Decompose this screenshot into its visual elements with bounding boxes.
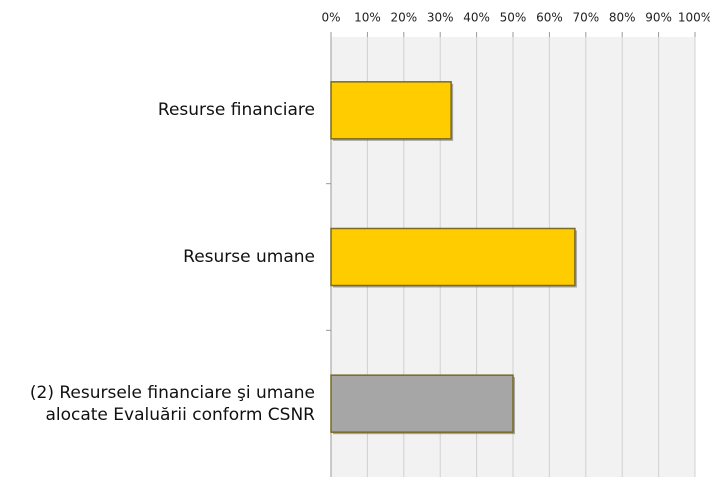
x-tick-label: 60% bbox=[536, 11, 563, 25]
x-tick-label: 10% bbox=[354, 11, 381, 25]
x-tick-label: 90% bbox=[645, 11, 672, 25]
x-tick-label: 100% bbox=[678, 11, 710, 25]
x-tick-label: 80% bbox=[609, 11, 636, 25]
x-tick-label: 40% bbox=[463, 11, 490, 25]
x-tick-label: 0% bbox=[321, 11, 340, 25]
x-tick-label: 30% bbox=[427, 11, 454, 25]
category-label: Resurse umane bbox=[183, 247, 315, 267]
bar bbox=[330, 227, 576, 287]
x-tick-label: 50% bbox=[500, 11, 527, 25]
category-label: (2) Resursele financiare şi umane alocat… bbox=[29, 382, 315, 425]
bar bbox=[330, 374, 514, 433]
bar bbox=[330, 81, 452, 140]
x-tick-label: 20% bbox=[390, 11, 417, 25]
x-tick-label: 70% bbox=[572, 11, 599, 25]
category-label: Resurse financiare bbox=[157, 100, 315, 121]
